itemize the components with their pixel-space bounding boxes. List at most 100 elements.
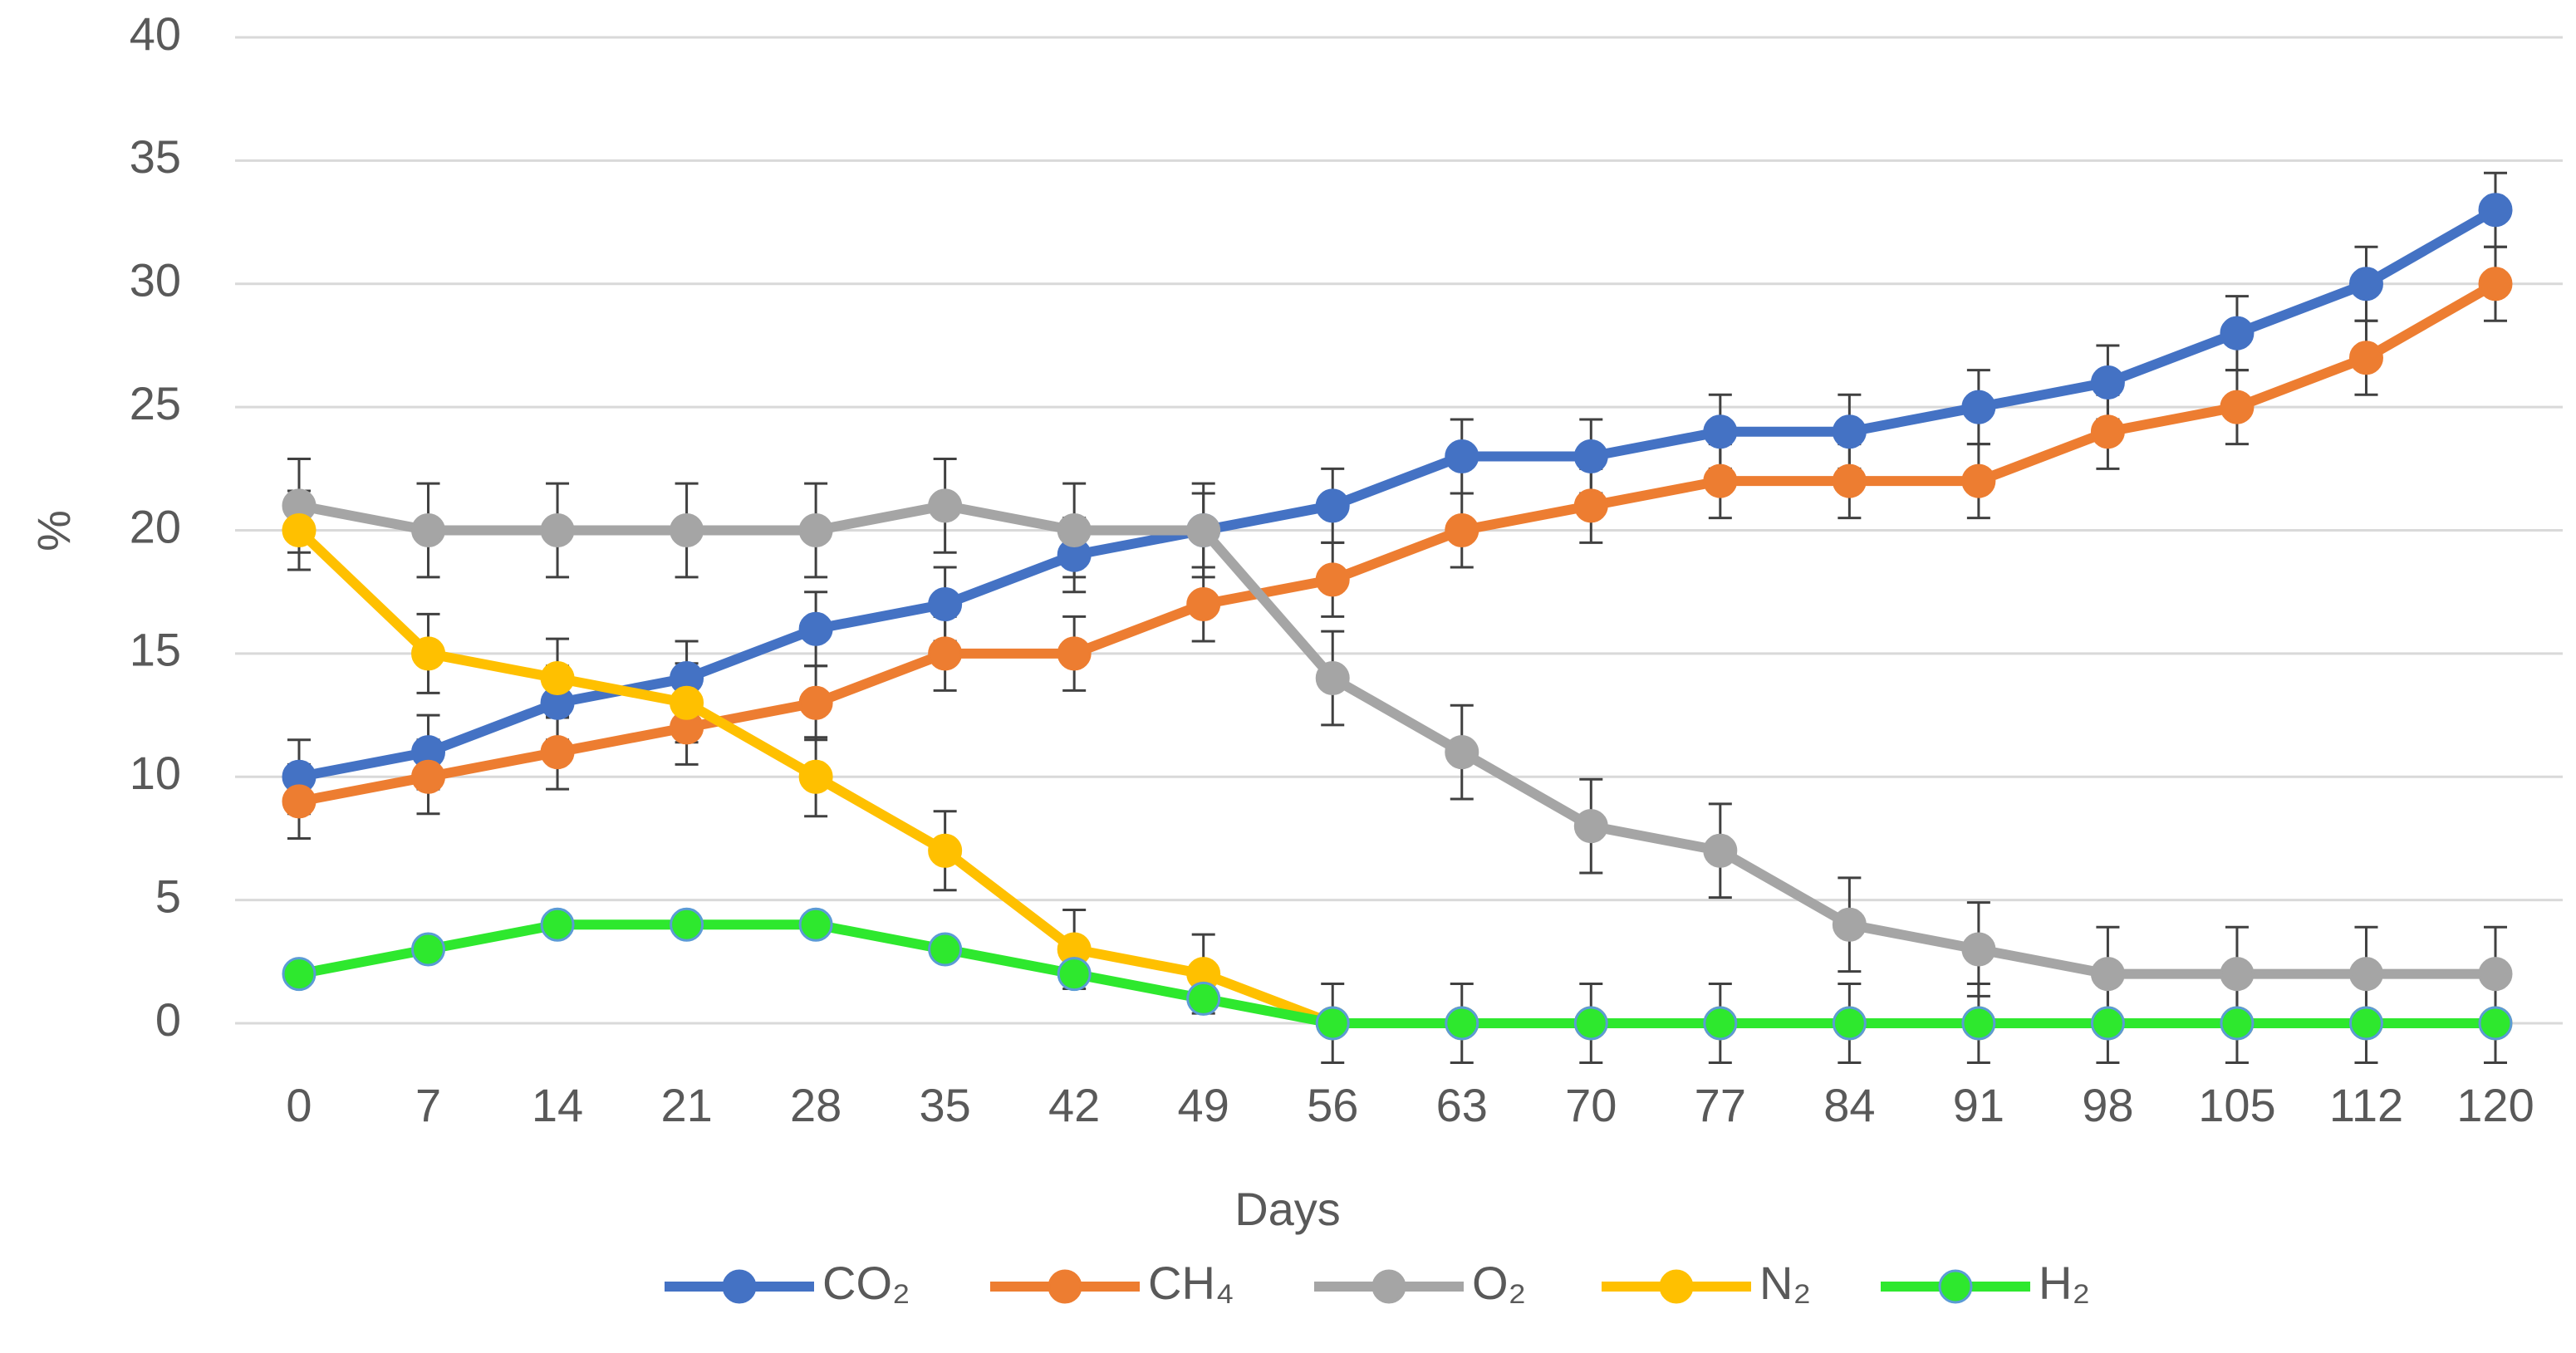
point	[1703, 833, 1738, 868]
point	[1832, 1006, 1867, 1041]
point	[1961, 1006, 1996, 1041]
point	[540, 735, 575, 770]
y-tick-label: 25	[130, 377, 181, 429]
point	[928, 932, 963, 967]
point	[1703, 463, 1738, 498]
point	[2090, 1006, 2125, 1041]
point	[1186, 981, 1221, 1016]
x-tick-label: 7	[415, 1079, 441, 1131]
point	[1445, 513, 1479, 547]
x-tick-label: 77	[1695, 1079, 1746, 1131]
point	[2348, 267, 2383, 301]
point	[282, 784, 316, 819]
point	[411, 513, 446, 547]
point	[2220, 316, 2255, 351]
point	[798, 685, 833, 720]
point	[282, 513, 316, 547]
point	[1445, 439, 1479, 473]
legend-marker	[1371, 1269, 1406, 1304]
x-tick-label: 56	[1307, 1079, 1358, 1131]
point	[1573, 1006, 1608, 1041]
point	[928, 488, 963, 523]
point	[2090, 957, 2125, 992]
point	[1832, 907, 1867, 942]
y-tick-label: 0	[155, 993, 181, 1046]
point	[1573, 809, 1608, 844]
point	[2090, 414, 2125, 449]
y-tick-label: 40	[130, 7, 181, 60]
point	[1703, 1006, 1738, 1041]
x-axis-label: Days	[1234, 1183, 1341, 1235]
point	[411, 759, 446, 794]
x-tick-label: 98	[2082, 1079, 2133, 1131]
point	[1057, 957, 1092, 992]
point	[798, 759, 833, 794]
point	[798, 611, 833, 646]
y-tick-label: 35	[130, 130, 181, 183]
point	[1057, 636, 1092, 671]
y-tick-label: 10	[130, 747, 181, 799]
point	[540, 907, 575, 942]
point	[1057, 513, 1092, 547]
point	[1961, 463, 1996, 498]
legend-label: O₂	[1472, 1257, 1526, 1309]
legend-label: N₂	[1759, 1257, 1811, 1309]
y-tick-label: 20	[130, 500, 181, 552]
point	[670, 685, 704, 720]
x-tick-label: 112	[2329, 1079, 2403, 1131]
x-tick-label: 105	[2198, 1079, 2275, 1131]
point	[2348, 1006, 2383, 1041]
point	[1186, 587, 1221, 622]
point	[1315, 1006, 1350, 1041]
point	[928, 636, 963, 671]
point	[2348, 341, 2383, 375]
series-line	[297, 919, 2495, 1028]
point	[1315, 488, 1350, 523]
point	[540, 661, 575, 696]
point	[1315, 661, 1350, 696]
point	[2348, 957, 2383, 992]
point	[928, 833, 963, 868]
point	[1445, 735, 1479, 770]
series-line	[297, 205, 2498, 782]
point	[928, 587, 963, 622]
y-tick-label: 30	[130, 254, 181, 306]
point	[540, 513, 575, 547]
point	[2220, 1006, 2255, 1041]
x-tick-label: 84	[1823, 1079, 1875, 1131]
point	[1961, 390, 1996, 424]
point	[1832, 463, 1867, 498]
x-tick-label: 70	[1565, 1079, 1617, 1131]
legend-label: H₂	[2039, 1257, 2090, 1309]
x-tick-label: 0	[286, 1079, 312, 1131]
point	[282, 957, 316, 992]
legend-marker	[1048, 1269, 1082, 1304]
series-line	[297, 279, 2498, 806]
legend-label: CO₂	[822, 1257, 910, 1309]
point	[1573, 439, 1608, 473]
point	[1186, 513, 1221, 547]
point	[2220, 957, 2255, 992]
point	[670, 513, 704, 547]
x-tick-label: 63	[1436, 1079, 1488, 1131]
point	[2220, 390, 2255, 424]
legend-label: CH₄	[1148, 1257, 1234, 1309]
legend-marker	[722, 1269, 757, 1304]
point	[670, 907, 704, 942]
x-tick-label: 49	[1178, 1079, 1229, 1131]
point	[2090, 365, 2125, 400]
point	[2478, 1006, 2513, 1041]
x-tick-label: 21	[660, 1079, 712, 1131]
x-tick-label: 14	[532, 1079, 583, 1131]
point	[2478, 193, 2513, 228]
legend-marker	[1938, 1269, 1973, 1304]
series-line	[297, 500, 2495, 979]
point	[798, 513, 833, 547]
point	[1315, 562, 1350, 597]
legend-marker	[1659, 1269, 1694, 1304]
x-tick-label: 28	[790, 1079, 841, 1131]
point	[411, 636, 446, 671]
x-tick-label: 120	[2456, 1079, 2534, 1131]
